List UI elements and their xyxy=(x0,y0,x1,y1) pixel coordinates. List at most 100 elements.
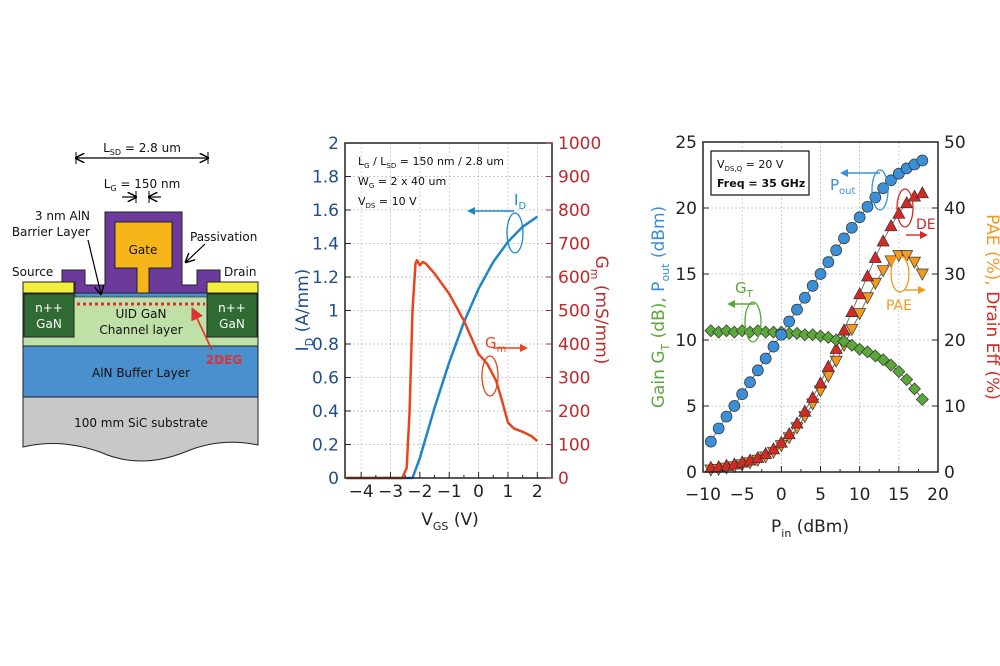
data-point-gt xyxy=(790,326,804,340)
left-tick-label: 0.8 xyxy=(312,335,339,355)
x-tick-label: 0 xyxy=(473,482,484,502)
right-tick-label: 10 xyxy=(944,397,966,417)
left-tick-label: 0 xyxy=(328,469,339,489)
right-tick-label: 400 xyxy=(558,335,590,355)
left-tick-label: 10 xyxy=(675,331,697,351)
condition-freq: Freq = 35 GHz xyxy=(717,177,805,190)
data-point-pout xyxy=(775,328,788,341)
data-point-pout xyxy=(838,232,850,245)
x-tick-label: −1 xyxy=(437,482,462,502)
pae-arrow xyxy=(918,286,926,294)
data-point-pout xyxy=(885,174,897,187)
right-tick-label: 900 xyxy=(558,168,590,188)
id-ellipse xyxy=(506,212,524,254)
data-point-pout xyxy=(877,182,890,195)
data-point-de xyxy=(829,341,843,354)
pout-arrow xyxy=(840,169,848,177)
right-tick-label: 20 xyxy=(944,331,966,351)
data-point-pae xyxy=(829,355,843,368)
data-point-de xyxy=(876,234,890,247)
chart1-left-axis-title: ID (A/mm) xyxy=(293,269,316,352)
data-point-pout xyxy=(736,388,749,400)
gm-series-label: Gm xyxy=(485,334,506,355)
data-point-pae xyxy=(915,268,929,281)
lg-label: LG = 150 nm xyxy=(104,177,181,193)
de-series-label: DE xyxy=(916,217,936,233)
data-point-de xyxy=(892,206,906,219)
data-point-gt xyxy=(720,324,733,338)
left-tick-label: 1.4 xyxy=(312,235,339,255)
right-tick-label: 1000 xyxy=(558,134,601,154)
annotation-lg-lsd: LG / LSD = 150 nm / 2.8 um xyxy=(358,155,504,170)
data-point-de xyxy=(806,390,820,403)
data-point-pae xyxy=(821,370,835,384)
npp-source-label-1: n++ xyxy=(35,301,63,315)
npp-drain-label-1: n++ xyxy=(218,301,246,315)
chart2-right-axis-title: PAE (%), Drain Eff (%) xyxy=(982,214,1000,400)
x-tick-label: −10 xyxy=(685,485,721,505)
left-tick-label: 0.2 xyxy=(312,436,339,456)
gt-arrow xyxy=(727,300,735,308)
x-tick-label: 10 xyxy=(849,485,871,505)
x-tick-label: 15 xyxy=(888,485,910,505)
id-arrowhead xyxy=(467,207,475,215)
left-tick-label: 1.8 xyxy=(312,168,339,188)
annotation-vds: VDS = 10 V xyxy=(358,195,417,210)
data-point-de xyxy=(853,287,867,300)
gate-metal xyxy=(114,221,173,294)
source-label: Source xyxy=(12,265,53,279)
buffer-layer xyxy=(22,345,259,398)
x-tick-label: −5 xyxy=(730,485,755,505)
data-point-pae xyxy=(900,250,914,263)
chart1-ticks: −4 −3 −2 −1 0 1 200.20.40.60.811.21.41.61.8201… xyxy=(312,134,601,502)
left-tick-label: 0.6 xyxy=(312,369,339,389)
data-point-pout xyxy=(822,256,835,268)
data-point-pout xyxy=(744,376,756,389)
left-tick-label: 2 xyxy=(328,134,339,154)
buffer-label: AlN Buffer Layer xyxy=(92,366,190,380)
data-point-de xyxy=(790,416,804,429)
data-point-pout xyxy=(845,221,858,234)
x-tick-label: 0 xyxy=(776,485,787,505)
right-tick-label: 200 xyxy=(558,402,590,422)
right-tick-label: 300 xyxy=(558,369,590,389)
x-tick-label: 5 xyxy=(815,485,826,505)
data-point-gt xyxy=(876,353,890,367)
chart1-right-axis-title: Gm (mS/mm) xyxy=(588,256,611,365)
data-point-pae xyxy=(845,324,859,337)
substrate-label: 100 mm SiC substrate xyxy=(74,416,208,430)
left-tick-label: 1.2 xyxy=(312,268,339,288)
data-point-pout xyxy=(791,303,803,316)
left-tick-label: 1.6 xyxy=(312,201,339,221)
data-point-de xyxy=(774,435,788,448)
annotation-wg: WG = 2 x 40 um xyxy=(358,175,446,190)
channel-label-1: UID GaN xyxy=(115,307,166,321)
data-point-de xyxy=(860,269,875,282)
x-tick-label: −2 xyxy=(407,482,432,502)
source-contact xyxy=(22,281,75,294)
right-tick-label: 700 xyxy=(558,235,590,255)
x-tick-label: 1 xyxy=(503,482,514,502)
left-tick-label: 20 xyxy=(675,199,697,219)
data-point-gt xyxy=(900,373,914,387)
npp-gan-source xyxy=(23,293,75,338)
gm-ellipse xyxy=(481,355,499,397)
right-tick-label: 0 xyxy=(558,469,569,489)
gm-arrowhead xyxy=(520,344,528,352)
x-tick-label: 2 xyxy=(532,482,543,502)
data-point-de xyxy=(821,359,835,372)
chart1-x-axis-title: VGS (V) xyxy=(421,510,478,533)
data-point-pout xyxy=(830,244,843,257)
data-point-pout xyxy=(759,352,772,365)
npp-source-label-2: GaN xyxy=(36,317,62,331)
data-point-gt xyxy=(915,392,929,406)
data-point-gt xyxy=(884,358,898,372)
npp-gan-drain xyxy=(206,293,258,338)
left-tick-label: 5 xyxy=(686,397,697,417)
data-point-de xyxy=(766,442,781,455)
chart2-series xyxy=(704,154,929,477)
